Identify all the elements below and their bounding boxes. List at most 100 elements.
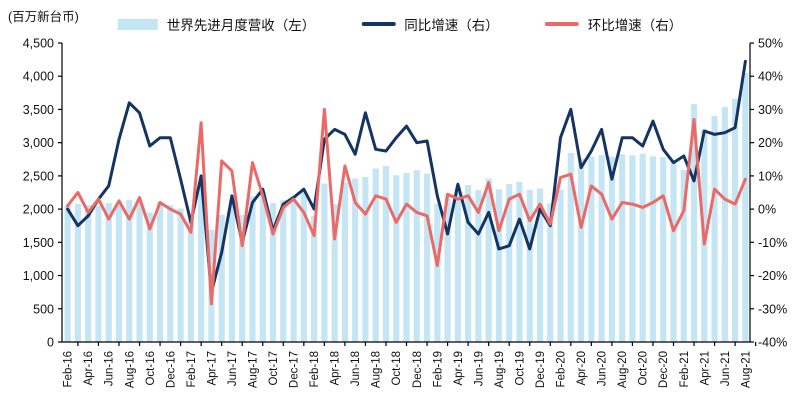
legend-label-yoy: 同比增速（右） (404, 18, 499, 33)
legend-label-mom: 环比增速（右） (587, 18, 683, 33)
x-axis-tick-label: Feb-19 (432, 351, 444, 387)
x-axis-tick-label: Dec-17 (289, 351, 301, 388)
revenue-bar (341, 182, 348, 342)
revenue-bar (413, 170, 420, 342)
revenue-bar (126, 199, 133, 342)
revenue-bar (269, 203, 277, 342)
revenue-bar (74, 203, 82, 342)
revenue-bar (485, 178, 492, 342)
x-axis-tick-label: Apr-18 (330, 351, 342, 386)
right-axis-tick-label: -40% (758, 336, 787, 350)
right-axis-tick-label: 40% (758, 70, 783, 84)
revenue-bar (670, 159, 677, 342)
x-axis-tick-label: Apr-16 (83, 351, 95, 386)
revenue-bar (64, 205, 71, 342)
left-axis-tick-label: 2,500 (23, 169, 54, 183)
left-axis-tick-label: 3,000 (23, 136, 54, 150)
revenue-bar (167, 205, 174, 342)
x-axis-tick-label: Oct-20 (638, 351, 650, 386)
x-axis-tick-label: Oct-17 (268, 351, 280, 386)
revenue-bar (228, 199, 236, 342)
revenue-bar (649, 156, 657, 342)
legend-item-mom: 环比增速（右） (544, 14, 683, 34)
revenue-bar (680, 169, 687, 342)
revenue-bar (506, 183, 513, 342)
revenue-bar (588, 156, 595, 342)
x-axis-tick-label: Aug-19 (494, 351, 506, 388)
revenue-bar (290, 195, 297, 342)
revenue-bar (280, 200, 287, 342)
x-axis-tick-label: Aug-16 (124, 351, 136, 388)
revenue-bar (300, 191, 307, 342)
revenue-bar (423, 173, 431, 342)
revenue-bar (95, 205, 102, 342)
x-axis-tick-label: Feb-20 (556, 351, 568, 387)
right-axis-tick-label: -30% (758, 302, 787, 316)
revenue-bar (465, 185, 472, 342)
revenue-bar (105, 203, 112, 342)
revenue-bar (239, 215, 246, 342)
mom-line-swatch-icon (544, 22, 579, 26)
revenue-bar (444, 194, 451, 342)
right-axis-tick-label: -20% (758, 269, 787, 283)
x-axis-tick-label: Oct-18 (391, 351, 403, 386)
left-axis-tick-label: 2,000 (23, 203, 54, 217)
x-axis-tick-label: Aug-18 (371, 351, 383, 388)
revenue-bar (362, 176, 369, 342)
x-axis-tick-label: Apr-19 (453, 351, 465, 386)
revenue-bar (259, 191, 266, 342)
revenue-bar (454, 187, 461, 342)
left-axis-tick-label: 3,500 (23, 103, 54, 117)
revenue-bar (156, 201, 164, 342)
legend-item-yoy: 同比增速（右） (361, 14, 499, 34)
revenue-bar (85, 205, 92, 342)
revenue-bar (547, 203, 554, 342)
revenue-bar (177, 208, 184, 342)
x-axis-tick-label: Feb-17 (186, 351, 198, 387)
revenue-bar (352, 178, 359, 342)
x-axis-tick-label: Oct-19 (514, 351, 526, 386)
yoy-line (66, 59, 747, 294)
revenue-bar (146, 212, 153, 342)
yoy-line-swatch-icon (361, 22, 396, 26)
left-axis-tick-label: 1,000 (23, 269, 54, 283)
x-axis-tick-label: Aug-21 (740, 351, 752, 388)
revenue-bar (711, 116, 718, 342)
x-axis-tick-label: Jun-16 (104, 351, 116, 386)
revenue-bar (136, 200, 143, 342)
mom-line (66, 107, 747, 306)
right-axis-tick-label: -10% (758, 236, 787, 250)
left-axis-tick-label: 1,500 (23, 236, 54, 250)
revenue-bar (249, 196, 256, 342)
x-axis-tick-label: Apr-21 (699, 351, 711, 386)
revenue-bar (608, 156, 615, 342)
revenue-bar (218, 214, 225, 342)
revenue-bar (536, 188, 544, 342)
revenue-bar (639, 153, 646, 342)
revenue-bar-swatch-icon (117, 18, 158, 30)
right-axis-tick-label: 50% (758, 37, 783, 51)
right-axis-tick-label: 30% (758, 103, 783, 117)
revenue-bar (721, 106, 728, 342)
x-axis-tick-label: Aug-20 (617, 351, 629, 388)
left-axis-unit-label: (百万新台币) (8, 10, 79, 24)
left-axis-tick-label: 4,500 (23, 37, 54, 51)
x-axis-tick-label: Jun-18 (350, 351, 362, 386)
x-axis-tick-label: Aug-17 (247, 351, 259, 388)
right-axis-tick-label: 10% (758, 169, 783, 183)
revenue-bar (393, 175, 400, 342)
revenue-bar (567, 152, 574, 342)
revenue-bar (198, 186, 205, 342)
revenue-bar (690, 104, 698, 342)
revenue-bar (495, 189, 503, 342)
revenue-bar (372, 168, 379, 342)
legend-label-revenue: 世界先进月度营收（左） (166, 18, 316, 33)
x-axis-tick-label: Apr-17 (206, 351, 218, 386)
chart-legend: 世界先进月度营收（左） 同比增速（右） 环比增速（右） (117, 14, 683, 34)
revenue-bar (115, 205, 123, 342)
x-axis-tick-label: Dec-16 (165, 351, 177, 388)
x-axis-tick-label: Feb-16 (63, 351, 75, 387)
left-axis-tick-label: 4,000 (23, 70, 54, 84)
x-axis-tick-label: Dec-19 (535, 351, 547, 388)
